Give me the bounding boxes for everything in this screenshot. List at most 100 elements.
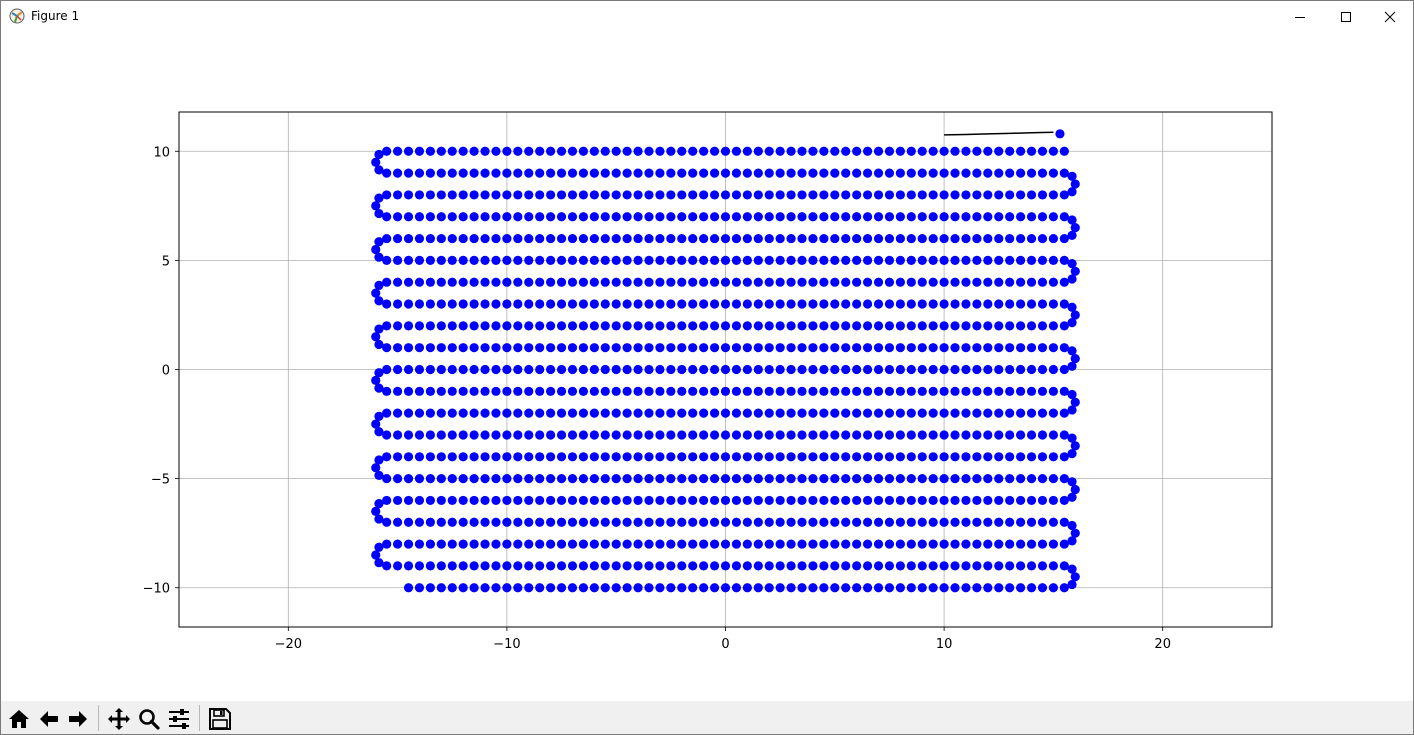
scatter-point (491, 277, 501, 287)
scatter-point (491, 343, 501, 353)
scatter-point (458, 408, 468, 418)
maximize-button[interactable] (1323, 1, 1369, 32)
close-button[interactable] (1367, 1, 1413, 32)
scatter-point (666, 583, 676, 593)
scatter-point (556, 168, 567, 178)
scatter-point (447, 212, 457, 222)
scatter-point (950, 321, 960, 331)
scatter-point (393, 452, 403, 462)
scatter-point (862, 517, 873, 527)
scatter-point (1037, 386, 1048, 396)
scatter-point (731, 364, 742, 375)
scatter-point (819, 583, 829, 593)
scatter-point (611, 299, 621, 309)
scatter-point (906, 299, 916, 309)
home-button[interactable] (5, 705, 33, 733)
scatter-point (469, 321, 479, 331)
scatter-point (578, 255, 589, 265)
scatter-point (655, 212, 665, 222)
scatter-point (731, 517, 742, 527)
figure-canvas[interactable]: −20 −10 0 10 20 −10 −5 0 5 10 (1, 32, 1413, 701)
scatter-point (950, 190, 960, 200)
scatter-point (447, 452, 457, 462)
scatter-point (655, 386, 665, 396)
scatter-point (622, 277, 632, 287)
scatter-point (895, 386, 905, 396)
scatter-point (1026, 561, 1037, 571)
scatter-point (764, 255, 774, 265)
scatter-point (589, 452, 599, 462)
scatter-point (393, 277, 403, 287)
scatter-point (862, 168, 873, 178)
scatter-point (513, 168, 523, 178)
scatter-point (841, 255, 851, 265)
scatter-point (709, 299, 720, 309)
scatter-point (939, 583, 949, 593)
scatter-point (666, 561, 676, 571)
scatter-point (862, 277, 873, 287)
scatter-point (797, 561, 807, 571)
scatter-point (513, 321, 523, 331)
back-button[interactable] (35, 705, 63, 733)
scatter-point (502, 495, 512, 506)
save-button[interactable] (206, 705, 234, 733)
scatter-point (873, 583, 884, 593)
pan-button[interactable] (105, 705, 133, 733)
scatter-point (917, 517, 927, 527)
scatter-point (425, 364, 435, 375)
scatter-point (513, 277, 523, 287)
scatter-point (458, 299, 468, 309)
scatter-point (513, 343, 523, 353)
scatter-point (688, 539, 698, 549)
scatter-point (1026, 452, 1037, 462)
scatter-point (567, 233, 578, 244)
scatter-point (797, 277, 807, 287)
minimize-button[interactable] (1277, 1, 1323, 32)
scatter-point (513, 212, 523, 222)
configure-subplots-button[interactable] (165, 705, 193, 733)
scatter-point (786, 212, 796, 222)
scatter-point (950, 277, 960, 287)
scatter-point (644, 517, 654, 527)
zoom-button[interactable] (135, 705, 163, 733)
scatter-point (633, 168, 643, 178)
scatter-point (830, 168, 840, 178)
scatter-point (742, 452, 752, 462)
scatter-point (950, 474, 960, 484)
scatter-point (720, 212, 731, 222)
scatter-point (688, 495, 698, 506)
scatter-point (939, 299, 949, 309)
scatter-point (862, 146, 873, 156)
axis-ticks: −20 −10 0 10 20 −10 −5 0 5 10 (143, 145, 1171, 652)
scatter-point (1048, 408, 1058, 418)
scatter-point (852, 277, 862, 287)
forward-button[interactable] (64, 705, 92, 733)
scatter-point (447, 255, 457, 265)
scatter-point (633, 321, 643, 331)
scatter-point (622, 212, 632, 222)
scatter-point (742, 146, 752, 156)
scatter-point (862, 299, 873, 309)
scatter-point (589, 495, 599, 506)
scatter-point (414, 299, 425, 309)
scatter-point (677, 539, 687, 549)
scatter-point (731, 408, 742, 418)
scatter-point (1037, 146, 1048, 156)
scatter-point (436, 299, 446, 309)
scatter-point (556, 474, 567, 484)
scatter-point (917, 452, 927, 462)
scatter-point (939, 561, 949, 571)
scatter-point (1016, 430, 1026, 440)
scatter-point (633, 452, 643, 462)
scatter-point (1059, 146, 1069, 156)
scatter-point (535, 321, 545, 331)
scatter-point (666, 408, 676, 418)
scatter-point (994, 583, 1004, 593)
scatter-point (862, 408, 873, 418)
scatter-point (535, 474, 545, 484)
scatter-point (425, 168, 435, 178)
scatter-point (709, 539, 720, 549)
scatter-point (611, 583, 621, 593)
scatter-point (655, 452, 665, 462)
scatter-point (524, 168, 534, 178)
